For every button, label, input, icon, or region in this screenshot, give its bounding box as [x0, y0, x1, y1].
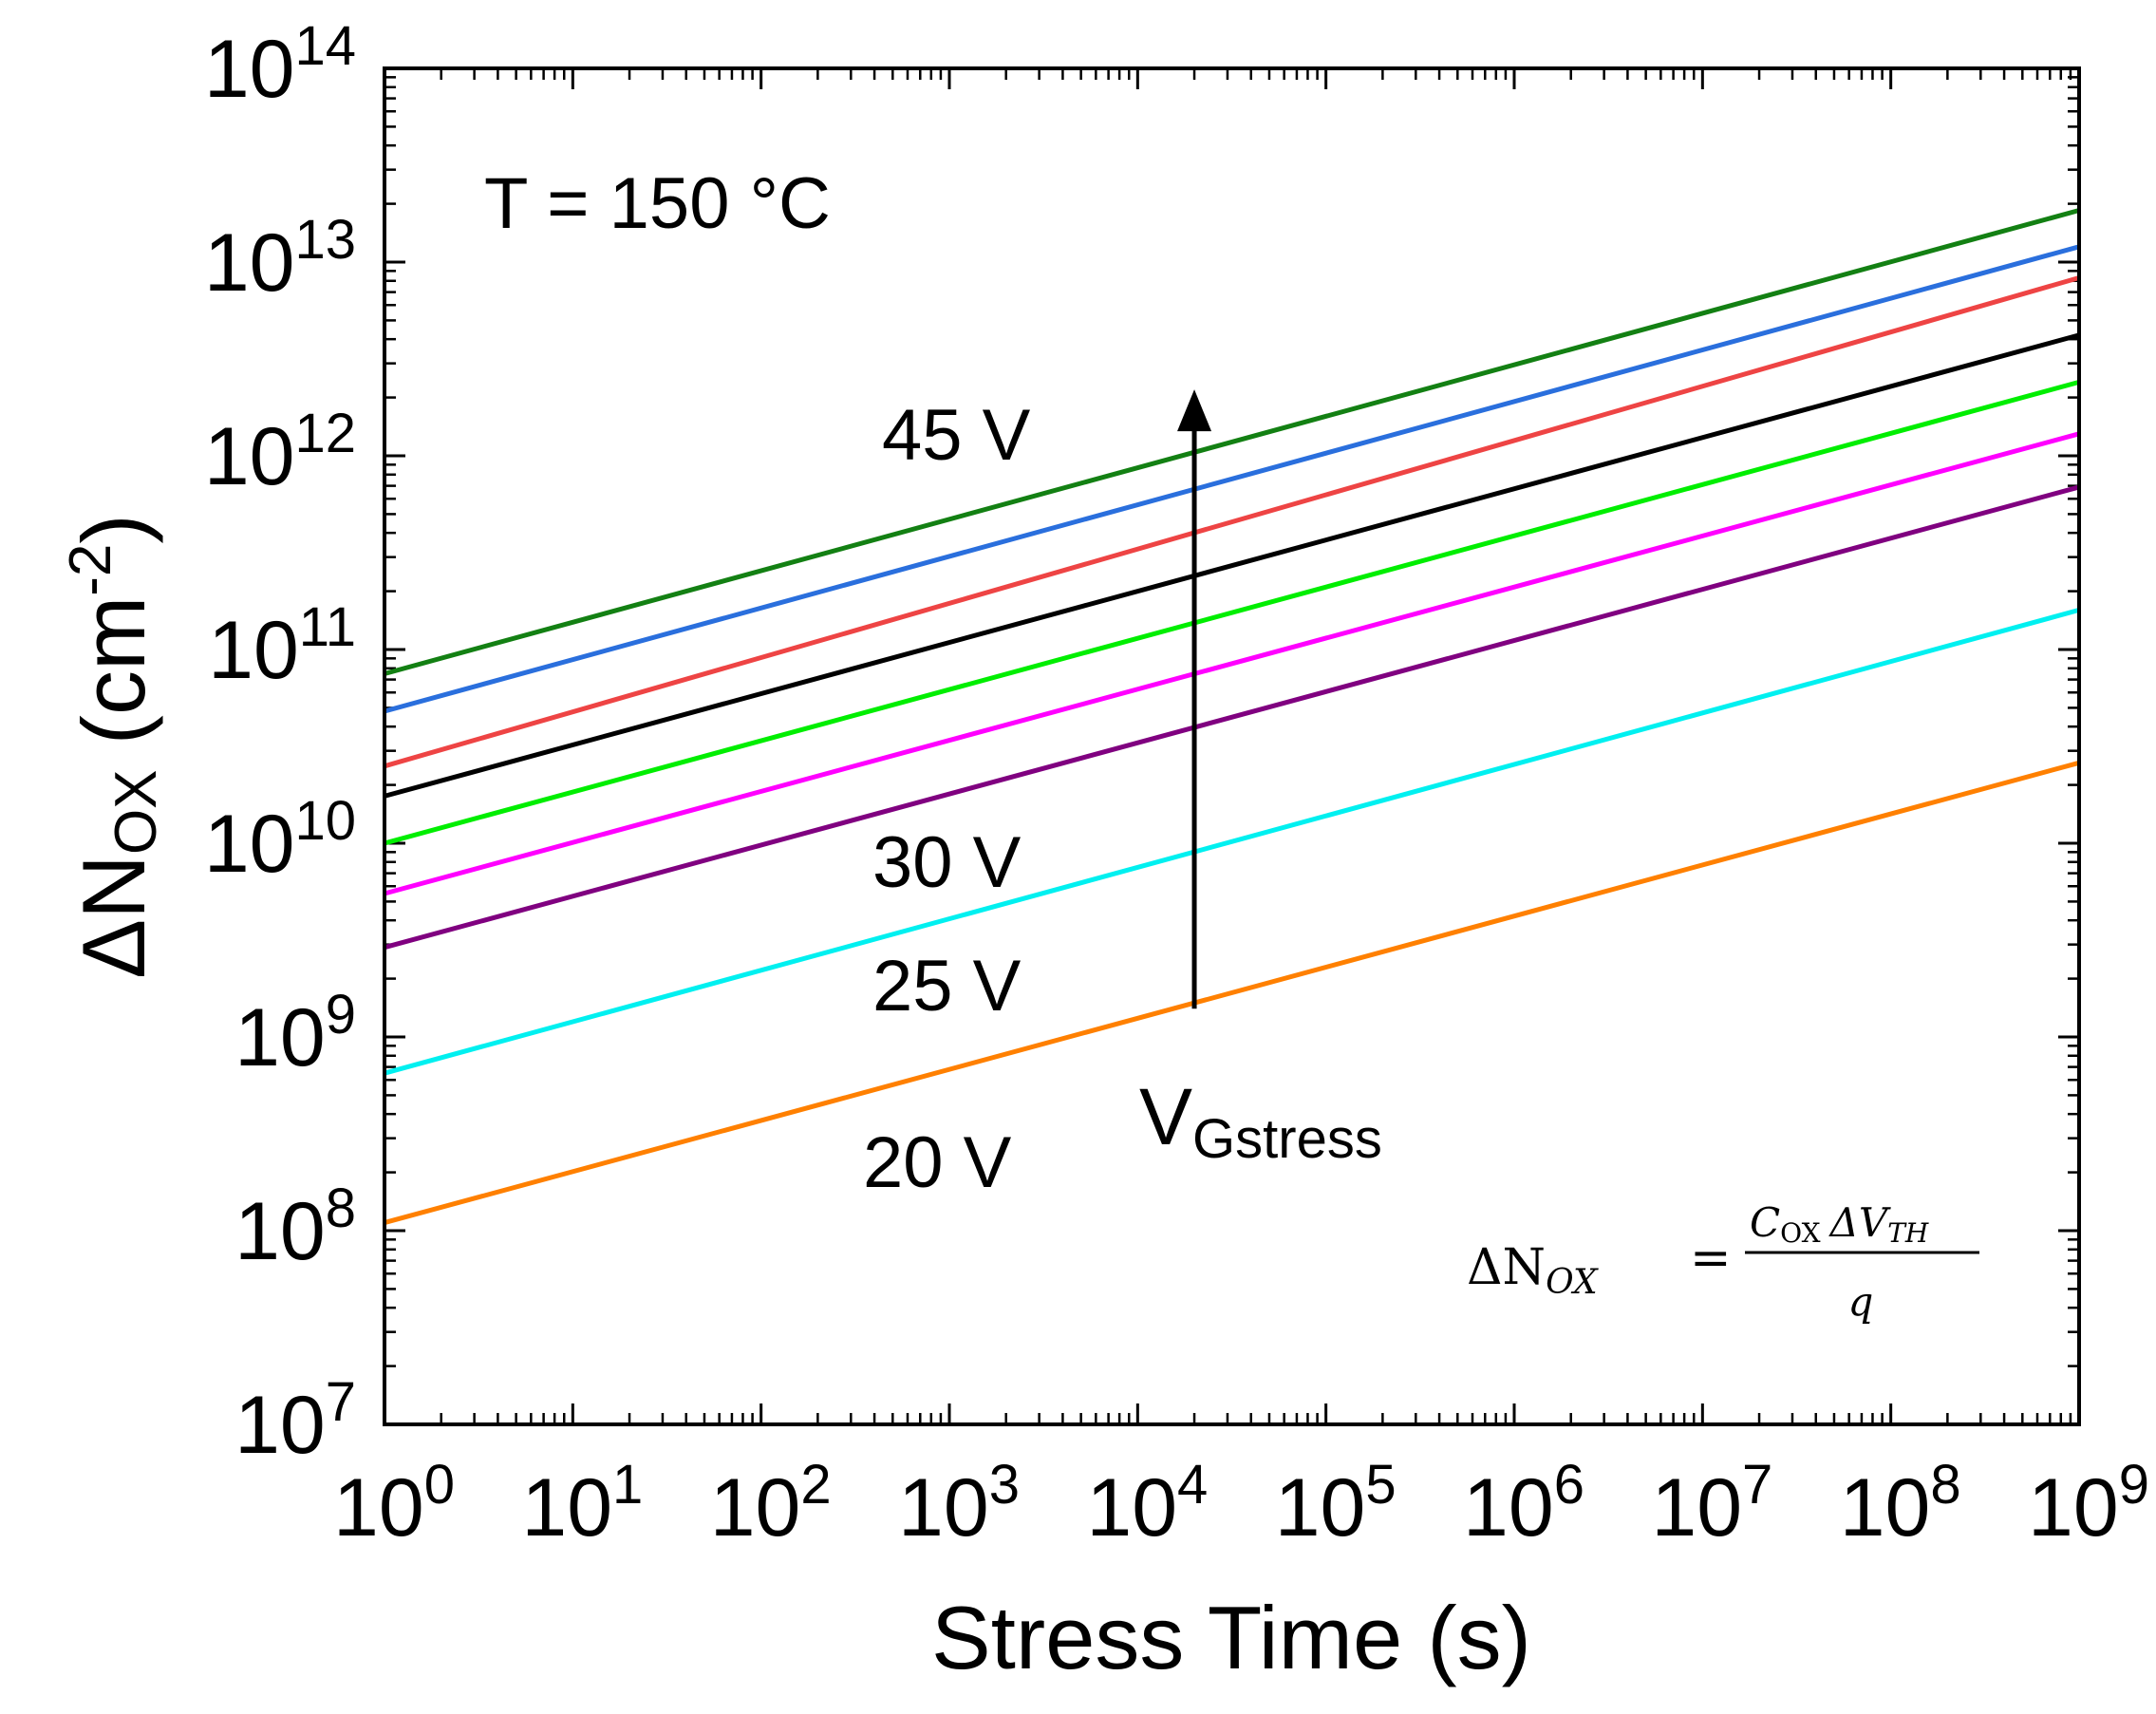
x-tick-label-base: 10 — [710, 1462, 801, 1554]
series-line-25v — [384, 607, 2080, 1076]
formula-lhs-sub: OX — [1546, 1263, 1599, 1302]
x-tick-label-exp: 3 — [989, 1454, 1020, 1516]
y-tick-label: 1010 — [204, 790, 356, 890]
series-line-30v — [384, 484, 2080, 951]
formula-numerator: COX ΔVTH — [1750, 1199, 1929, 1249]
x-tick-label: 105 — [1275, 1454, 1397, 1554]
y-tick-label-base: 10 — [204, 24, 295, 115]
x-tick-label-exp: 0 — [424, 1454, 455, 1516]
y-tick-label-base: 10 — [204, 799, 295, 890]
x-tick-label: 103 — [898, 1454, 1020, 1554]
formula-equals: = — [1690, 1230, 1732, 1287]
label-30v: 30 V — [872, 822, 1022, 903]
y-tick-label: 107 — [234, 1371, 356, 1471]
y-tick-label: 1013 — [204, 209, 356, 309]
x-tick-label-base: 10 — [1463, 1462, 1554, 1554]
y-tick-label-exp: 7 — [326, 1371, 356, 1433]
formula-num-delta-sub: TH — [1887, 1217, 1929, 1249]
formula-num-c: C — [1750, 1199, 1780, 1246]
x-tick-label-base: 10 — [1086, 1462, 1177, 1554]
x-tick-label-exp: 4 — [1177, 1454, 1208, 1516]
formula-lhs: ΔNOX — [1467, 1239, 1599, 1302]
y-tick-label: 108 — [234, 1177, 356, 1277]
x-tick-label-exp: 8 — [1930, 1454, 1960, 1516]
series-line-35v — [384, 431, 2080, 896]
series-line-unlabeled-7 — [384, 244, 2080, 714]
x-tick-label: 101 — [521, 1454, 643, 1554]
x-tick-label-base: 10 — [333, 1462, 424, 1554]
x-tick-label-exp: 5 — [1365, 1454, 1396, 1516]
x-tick-label: 107 — [1651, 1454, 1772, 1554]
y-axis-title-sub: OX — [103, 769, 169, 855]
x-tick-label-exp: 9 — [2119, 1454, 2149, 1516]
x-tick-label-exp: 1 — [612, 1454, 643, 1516]
y-tick-label-exp: 10 — [294, 790, 356, 852]
series-line-20v — [384, 760, 2080, 1226]
formula-num-delta: ΔV — [1828, 1199, 1891, 1246]
x-axis-title: Stress Time (s) — [931, 1588, 1531, 1687]
x-tick-label: 102 — [710, 1454, 832, 1554]
y-tick-label: 1014 — [204, 15, 356, 115]
y-tick-label-exp: 12 — [294, 403, 356, 464]
y-axis-title-unit-close: ) — [64, 514, 163, 543]
x-tick-label-exp: 7 — [1742, 1454, 1772, 1516]
y-tick-label-base: 10 — [204, 411, 295, 502]
formula: ΔNOX = COX ΔVTH q — [1467, 1199, 1979, 1325]
x-tick-label-base: 10 — [1840, 1462, 1931, 1554]
vgstress-label-sub: Gstress — [1192, 1108, 1382, 1170]
x-tick-label-base: 10 — [898, 1462, 989, 1554]
y-axis-title: ΔNOX (cm-2) — [58, 514, 169, 978]
label-25v: 25 V — [872, 946, 1022, 1027]
temperature-annotation: T = 150 °C — [484, 163, 831, 244]
y-axis-title-unit-exp: -2 — [58, 544, 123, 596]
x-tick-label: 109 — [2028, 1454, 2149, 1554]
series-line-unlabeled-6 — [384, 275, 2080, 769]
series-line-45v — [384, 208, 2080, 676]
y-tick-label-base: 10 — [208, 605, 299, 696]
y-axis-title-main: ΔN — [64, 855, 163, 979]
y-tick-label: 1012 — [204, 403, 356, 502]
series-lines — [384, 208, 2080, 1226]
y-tick-label-exp: 13 — [294, 209, 356, 271]
vgstress-arrow-head — [1177, 389, 1212, 432]
y-tick-label: 109 — [234, 984, 356, 1083]
x-tick-label-base: 10 — [521, 1462, 612, 1554]
y-tick-label-base: 10 — [204, 217, 295, 309]
label-20v: 20 V — [863, 1122, 1012, 1203]
x-tick-label-base: 10 — [1275, 1462, 1366, 1554]
x-tick-label: 100 — [333, 1454, 455, 1554]
y-tick-label-base: 10 — [234, 992, 326, 1083]
y-axis-title-unit: (cm — [64, 596, 163, 770]
x-tick-label: 104 — [1086, 1454, 1208, 1554]
x-tick-labels: 100 101 102 103 104 105 106 107 108 109 — [333, 1454, 2149, 1554]
x-tick-label-base: 10 — [2028, 1462, 2119, 1554]
y-tick-label-exp: 9 — [326, 984, 356, 1045]
y-tick-label-exp: 11 — [299, 596, 356, 658]
series-line-unlabeled-5 — [384, 332, 2080, 799]
y-tick-label-base: 10 — [234, 1380, 326, 1471]
x-tick-label-exp: 2 — [800, 1454, 831, 1516]
formula-denominator: q — [1848, 1278, 1874, 1325]
series-line-40v — [384, 379, 2080, 846]
y-tick-label-exp: 14 — [294, 15, 356, 77]
formula-num-c-sub: OX — [1780, 1217, 1820, 1249]
x-tick-label-exp: 6 — [1554, 1454, 1584, 1516]
plot-frame — [383, 66, 2081, 1426]
label-45v: 45 V — [882, 395, 1031, 476]
formula-lhs-main: ΔN — [1467, 1239, 1546, 1296]
y-tick-label: 1011 — [208, 596, 356, 696]
x-tick-label: 106 — [1463, 1454, 1584, 1554]
vgstress-label: VGstress — [1139, 1072, 1382, 1170]
y-tick-label-exp: 8 — [326, 1177, 356, 1239]
x-tick-label: 108 — [1840, 1454, 1961, 1554]
x-tick-label-base: 10 — [1651, 1462, 1742, 1554]
y-tick-label-base: 10 — [234, 1186, 326, 1277]
vgstress-label-main: V — [1139, 1072, 1192, 1161]
